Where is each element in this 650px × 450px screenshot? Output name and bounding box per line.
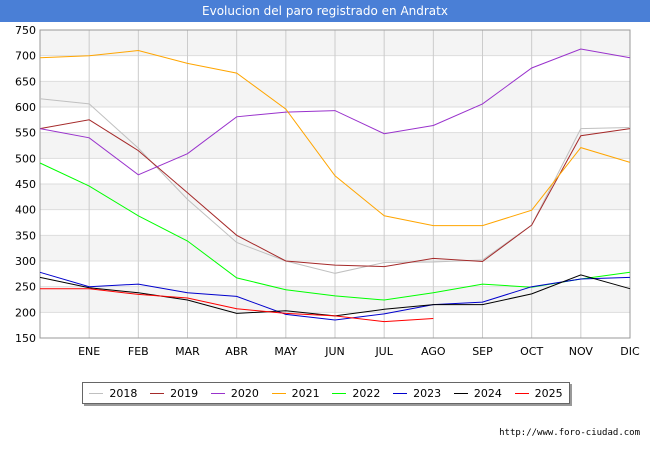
legend-item-2021: 2021	[271, 386, 320, 400]
legend-label: 2024	[473, 386, 502, 400]
y-tick-label: 300	[15, 255, 36, 268]
legend-swatch	[271, 392, 286, 394]
x-tick-label: MAY	[274, 345, 297, 358]
y-tick-label: 250	[15, 281, 36, 294]
legend-item-2018: 2018	[89, 387, 137, 400]
legend-label: 2019	[170, 386, 199, 400]
legend-swatch	[89, 392, 104, 394]
legend-swatch	[514, 392, 529, 394]
legend-swatch	[150, 392, 165, 394]
y-tick-label: 700	[15, 50, 36, 63]
legend-label: 2022	[352, 386, 381, 400]
y-tick-label: 450	[15, 178, 36, 191]
legend-item-2020: 2020	[210, 386, 259, 400]
source-credit: http://www.foro-ciudad.com	[499, 428, 640, 438]
y-tick-label: 500	[15, 152, 36, 165]
series-line-2021	[39, 49, 631, 227]
legend-label: 2025	[534, 386, 563, 400]
y-tick-label: 400	[15, 204, 36, 217]
legend-item-2024: 2024	[453, 386, 502, 400]
y-tick-label: 600	[15, 101, 36, 114]
x-tick-label: SEP	[472, 345, 493, 358]
y-tick-label: 550	[15, 127, 36, 140]
y-tick-label: 750	[15, 24, 36, 37]
series-line-2019	[39, 119, 631, 268]
x-tick-label: MAR	[175, 345, 200, 358]
series-line-2023	[39, 271, 631, 321]
plot-border	[39, 29, 631, 339]
legend-label: 2021	[291, 386, 320, 400]
y-tick-label: 200	[15, 306, 36, 319]
legend-swatch	[210, 392, 225, 394]
x-tick-label: FEB	[128, 345, 149, 358]
legend-label: 2023	[413, 386, 442, 400]
y-tick-label: 650	[15, 75, 36, 88]
legend-swatch	[332, 392, 347, 394]
y-tick-label: 150	[15, 332, 36, 345]
x-tick-label: DIC	[620, 345, 640, 358]
x-tick-label: NOV	[569, 345, 594, 358]
legend-item-2022: 2022	[332, 387, 380, 400]
legend: 2018 2019 2020 2021 2022 2023 2024 2025	[82, 382, 570, 404]
y-tick-label: 350	[15, 229, 36, 242]
legend-item-2025: 2025	[514, 386, 563, 400]
legend-label: 2020	[230, 386, 259, 400]
legend-item-2019: 2019	[150, 387, 198, 400]
legend-swatch	[393, 392, 408, 394]
series-line-2020	[39, 48, 631, 176]
legend-label: 2018	[109, 386, 138, 400]
x-tick-label: ABR	[225, 345, 248, 358]
x-tick-label: OCT	[520, 345, 543, 358]
x-tick-label: JUN	[324, 345, 345, 358]
x-tick-label: ENE	[78, 345, 100, 358]
legend-item-2023: 2023	[393, 387, 441, 400]
series-line-2025	[40, 288, 434, 323]
x-tick-label: AGO	[421, 345, 446, 358]
x-tick-label: JUL	[374, 345, 393, 358]
chart-title: Evolucion del paro registrado en Andratx	[0, 0, 650, 22]
legend-swatch	[453, 392, 468, 394]
